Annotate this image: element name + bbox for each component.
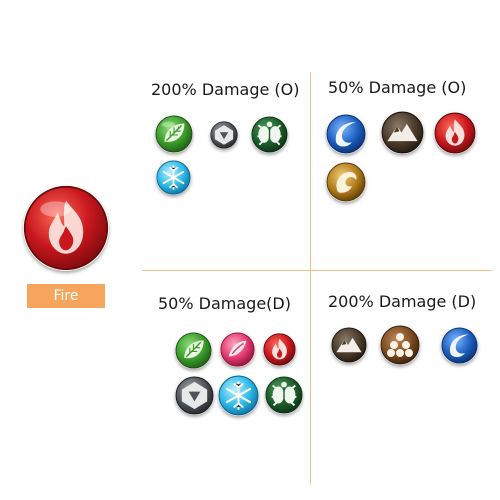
water-icon: [326, 114, 366, 154]
fire-icon: [23, 185, 109, 271]
horizontal-divider: [142, 270, 492, 271]
quadrant-title-bottom-right: 200% Damage (D): [328, 292, 477, 311]
fire-icon: [263, 333, 296, 366]
ground-icon: [380, 325, 420, 365]
fairy-icon: [220, 332, 255, 367]
rock-icon: [331, 327, 367, 363]
ice-icon: [218, 375, 259, 416]
grass-icon: [175, 332, 212, 369]
subject-label: Fire: [27, 284, 105, 308]
quadrant-title-bottom-left: 50% Damage(D): [158, 294, 291, 313]
bug-icon: [265, 376, 303, 414]
grass-icon: [155, 115, 193, 153]
water-icon: [441, 327, 478, 364]
fire-icon: [434, 112, 476, 154]
dragon-icon: [326, 162, 366, 202]
ice-icon: [156, 160, 191, 195]
rock-icon: [381, 111, 424, 154]
steel-icon: [210, 121, 238, 149]
quadrant-title-top-right: 50% Damage (O): [328, 78, 467, 97]
vertical-divider: [310, 72, 311, 484]
bug-icon: [251, 116, 288, 153]
quadrant-title-top-left: 200% Damage (O): [151, 80, 300, 99]
steel-icon: [175, 376, 214, 415]
